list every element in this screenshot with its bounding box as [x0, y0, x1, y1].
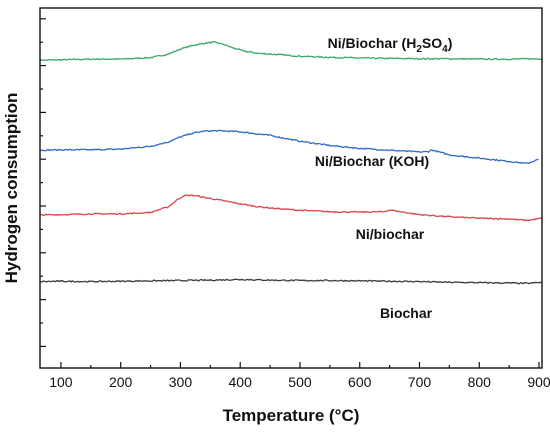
x-tick-label-6: 700 — [408, 374, 432, 390]
series-line-0 — [39, 41, 543, 62]
series-label-3: Biochar — [380, 305, 433, 321]
x-tick-label-3: 400 — [229, 374, 253, 390]
x-tick-label-1: 200 — [109, 374, 133, 390]
series-label-0: Ni/Biochar (H2SO4) — [328, 35, 453, 55]
series-line-3 — [39, 278, 543, 285]
series-label-2: Ni/biochar — [356, 226, 425, 242]
series-label-1: Ni/Biochar (KOH) — [315, 153, 429, 169]
axis-ticks: 100 200 300 400 500 600 700 800 900 — [40, 18, 550, 390]
series-line-1 — [39, 129, 539, 164]
x-tick-label-8: 900 — [527, 374, 550, 390]
x-axis-label: Temperature (°C) — [223, 406, 360, 425]
x-tick-label-4: 500 — [288, 374, 312, 390]
y-axis-label: Hydrogen consumption — [2, 93, 21, 284]
plot-area — [39, 41, 543, 285]
x-tick-label-2: 300 — [169, 374, 193, 390]
series-labels: Ni/Biochar (H2SO4) Ni/Biochar (KOH) Ni/bio… — [315, 35, 453, 321]
plot-frame — [39, 7, 543, 369]
x-tick-label-0: 100 — [49, 374, 73, 390]
x-tick-label-5: 600 — [348, 374, 372, 390]
series-line-2 — [39, 194, 543, 222]
x-tick-label-7: 800 — [468, 374, 492, 390]
